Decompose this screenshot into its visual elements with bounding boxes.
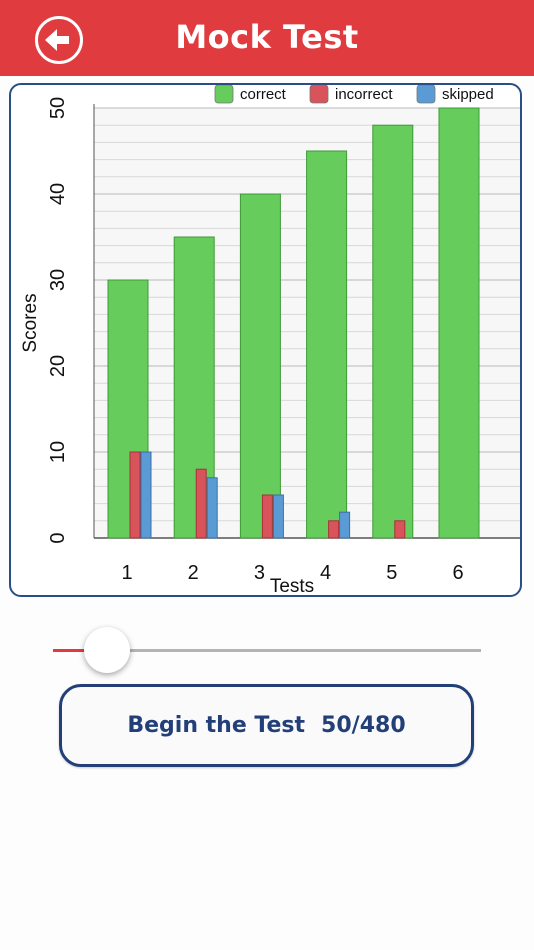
y-tick-label: 10 xyxy=(47,441,69,463)
y-tick-label: 40 xyxy=(47,183,69,205)
bar-skipped xyxy=(339,511,351,539)
slider-track xyxy=(53,649,481,652)
back-button[interactable] xyxy=(35,16,83,64)
begin-test-button[interactable]: Begin the Test 50/480 xyxy=(59,684,474,767)
chart-canvas: 0 10 20 30 40 50 Scores 1 2 3 4 5 6 Tests correct incor… xyxy=(20,85,520,597)
bar-incorrect xyxy=(394,520,406,539)
legend-swatch xyxy=(214,85,234,104)
bar-correct xyxy=(438,107,480,539)
bar-correct xyxy=(173,236,215,539)
x-axis-label: Tests xyxy=(270,576,314,597)
bar-skipped xyxy=(140,451,152,539)
bar-correct xyxy=(239,193,281,539)
score-chart: 0 10 20 30 40 50 Scores 1 2 3 4 5 6 Tests correct incor… xyxy=(9,83,522,597)
page-title: Mock Test xyxy=(175,18,359,56)
slider-fill xyxy=(53,649,113,652)
begin-test-label: Begin the Test xyxy=(127,713,306,738)
bar-correct xyxy=(306,150,348,539)
legend-label: skipped xyxy=(442,86,494,103)
x-tick-label: 1 xyxy=(121,562,132,584)
bar-incorrect xyxy=(129,451,141,539)
x-tick-label: 3 xyxy=(254,562,265,584)
bar-incorrect xyxy=(195,468,207,539)
header-bar: Mock Test xyxy=(0,0,534,76)
legend-label: incorrect xyxy=(335,86,393,103)
y-tick-label: 50 xyxy=(47,97,69,119)
legend-swatch xyxy=(416,85,436,104)
legend-swatch xyxy=(309,85,329,104)
y-tick-label: 20 xyxy=(47,355,69,377)
bar-skipped xyxy=(272,494,284,539)
arrow-left-icon xyxy=(45,29,69,51)
bar-correct xyxy=(372,124,414,539)
y-axis-label: Scores xyxy=(20,293,41,352)
bar-skipped xyxy=(206,477,218,539)
test-count-slider[interactable] xyxy=(53,624,481,678)
legend-label: correct xyxy=(240,86,287,103)
slider-thumb[interactable] xyxy=(84,627,130,673)
x-tick-label: 4 xyxy=(320,562,331,584)
y-tick-label: 0 xyxy=(47,532,69,543)
x-tick-label: 5 xyxy=(386,562,397,584)
x-tick-label: 2 xyxy=(188,562,199,584)
bar-incorrect xyxy=(261,494,273,539)
bar-incorrect xyxy=(328,520,340,539)
y-tick-label: 30 xyxy=(47,269,69,291)
question-count: 50/480 xyxy=(321,713,406,738)
x-tick-label: 6 xyxy=(452,562,463,584)
